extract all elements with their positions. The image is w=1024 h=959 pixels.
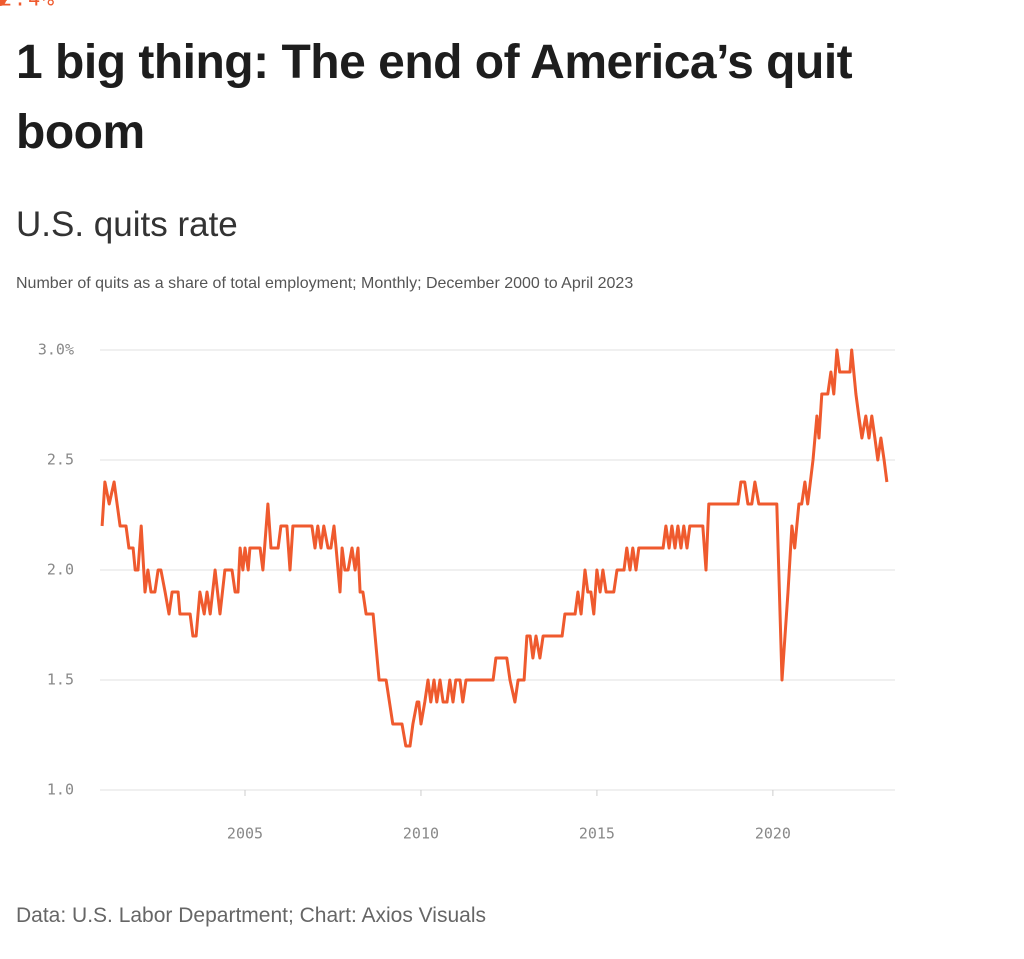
y-tick-label: 2.0 xyxy=(47,561,74,579)
headline: 1 big thing: The end of America’s quit b… xyxy=(16,36,853,159)
chart-title: U.S. quits rate xyxy=(16,205,238,244)
data-line xyxy=(100,348,889,748)
y-tick-label: 1.0 xyxy=(47,781,74,799)
y-tick-label: 3.0% xyxy=(38,341,74,359)
x-tick-label: 2005 xyxy=(227,825,263,843)
y-tick-label: 2.5 xyxy=(47,451,74,469)
x-tick-label: 2010 xyxy=(403,825,439,843)
x-tick-label: 2015 xyxy=(579,825,615,843)
data-label: 2.4% xyxy=(0,0,56,11)
x-tick-label: 2020 xyxy=(755,825,791,843)
y-tick-label: 1.5 xyxy=(47,671,74,689)
end-point xyxy=(0,0,6,6)
source-note: Data: U.S. Labor Department; Chart: Axio… xyxy=(16,904,486,927)
chart: 1.0 1.5 2.0 2.5 3.0% 2005 2010 2015 2020 2.4% xyxy=(0,0,895,843)
chart-description: Number of quits as a share of total empl… xyxy=(16,275,634,292)
